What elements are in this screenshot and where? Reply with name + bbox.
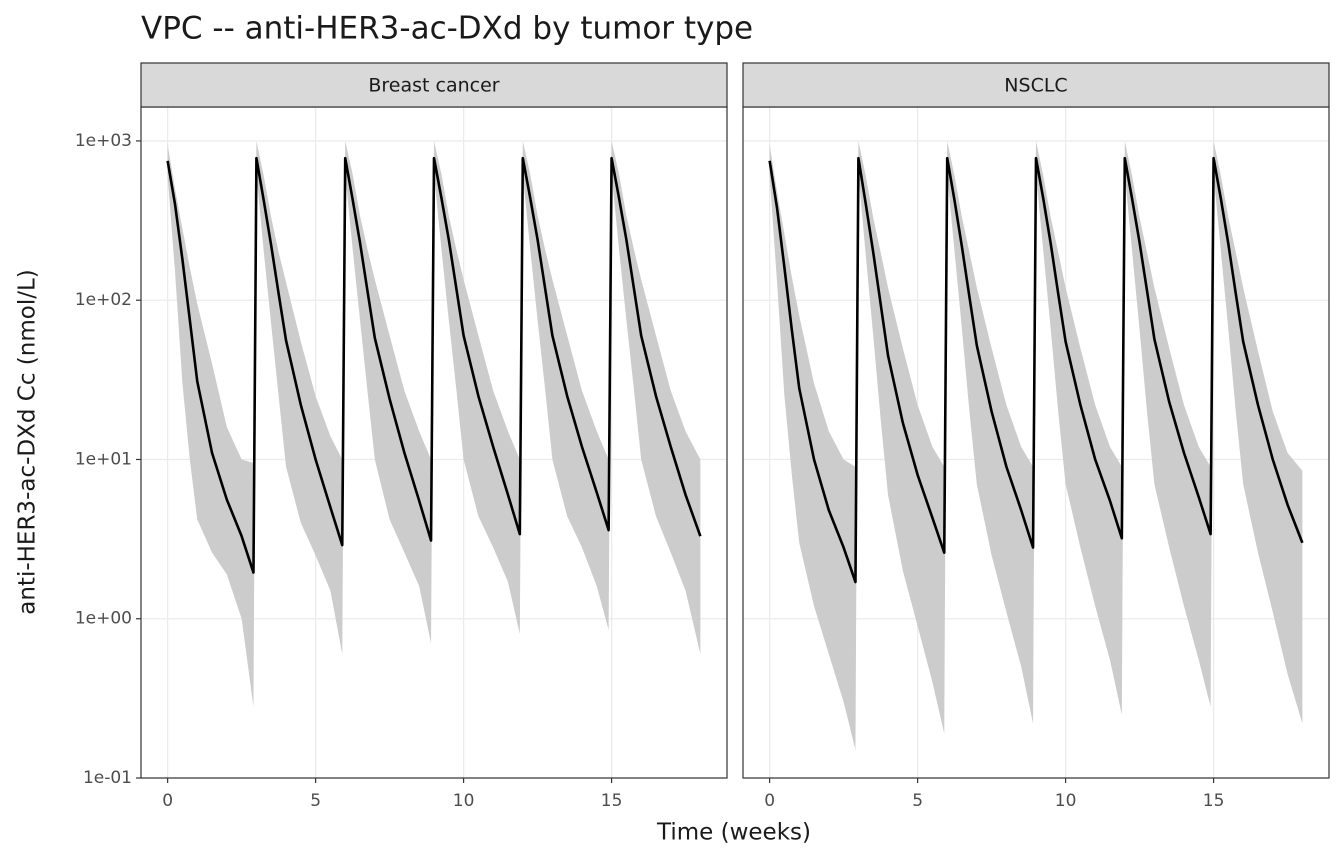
y-tick-label: 1e+01 (75, 449, 132, 469)
facet-label: Breast cancer (368, 75, 499, 97)
x-tick-label: 15 (1203, 791, 1225, 811)
x-tick-label: 5 (310, 791, 321, 811)
y-tick-label: 1e-01 (83, 768, 132, 788)
chart-title: VPC -- anti-HER3-ac-DXd by tumor type (141, 11, 753, 47)
x-tick-label: 5 (912, 791, 923, 811)
facet-label: NSCLC (1004, 75, 1067, 97)
y-tick-label: 1e+03 (75, 131, 132, 151)
y-tick-label: 1e+00 (75, 609, 132, 629)
y-axis-title: anti-HER3-ac-DXd Cc (nmol/L) (15, 269, 41, 615)
x-tick-label: 0 (764, 791, 775, 811)
x-tick-label: 0 (162, 791, 173, 811)
ribbon (167, 140, 701, 707)
x-tick-label: 10 (453, 791, 475, 811)
x-axis-title: Time (weeks) (656, 820, 811, 846)
x-tick-label: 15 (601, 791, 623, 811)
x-tick-label: 10 (1055, 791, 1077, 811)
median-line (166, 156, 702, 574)
median-line (768, 156, 1304, 584)
facet-strip (742, 62, 1330, 108)
ribbon (769, 140, 1303, 750)
y-tick-label: 1e+02 (75, 290, 132, 310)
facet-strip (140, 62, 728, 108)
